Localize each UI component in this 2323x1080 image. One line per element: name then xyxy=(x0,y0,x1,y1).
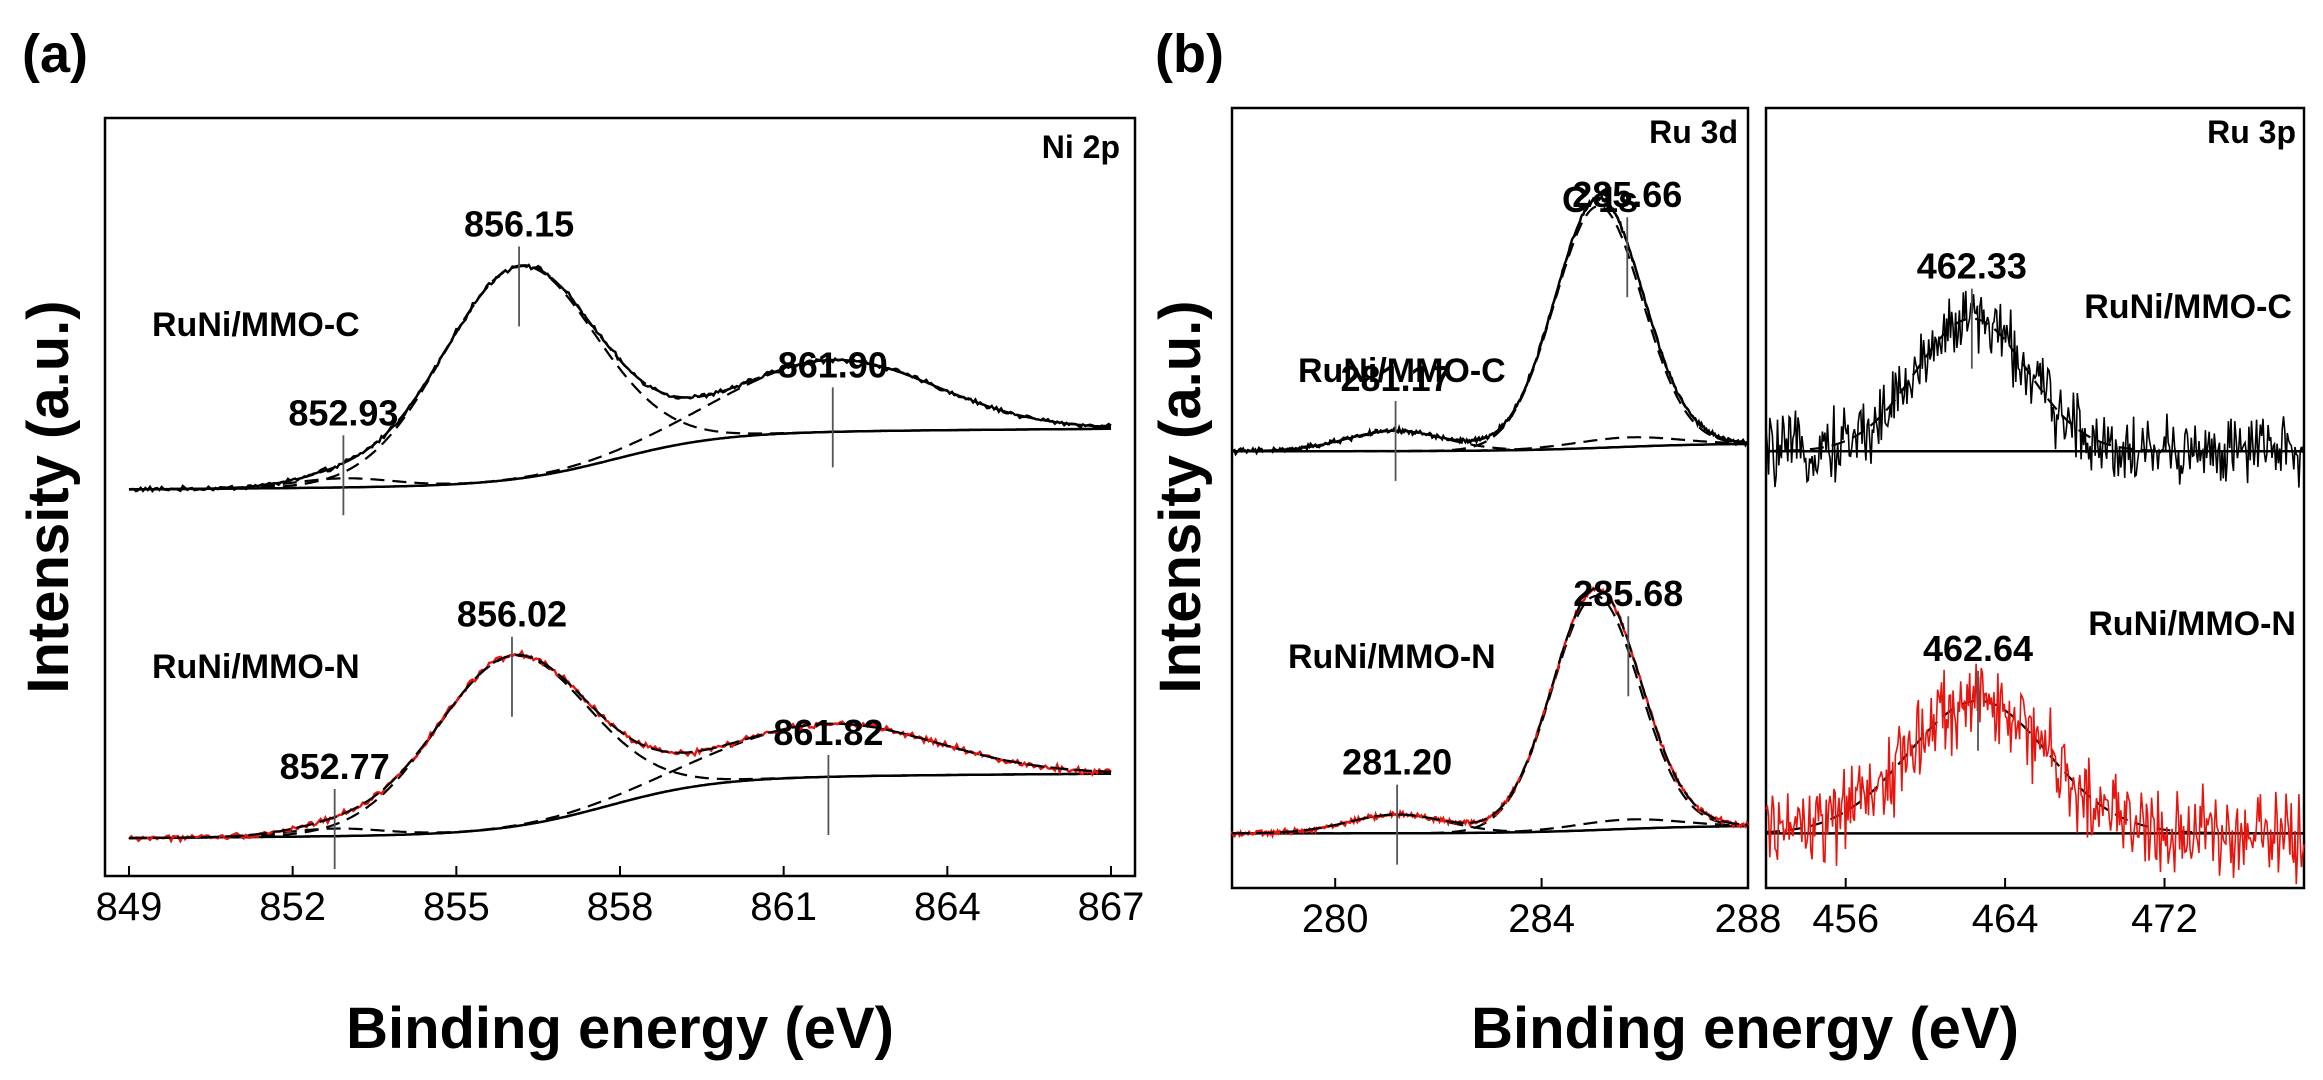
sample-label-c-n: RuNi/MMO-N xyxy=(2088,605,2296,643)
plot-area-b: 280 284 288 281.17 285.66 281.20 285.68 xyxy=(1230,174,1782,941)
annotation-c1s: C 1s xyxy=(1562,179,1638,220)
experimental-RuNi/MMO-N xyxy=(1765,663,2305,885)
x-tick-label: 864 xyxy=(914,885,981,929)
x-tick-label: 456 xyxy=(1812,897,1879,941)
peak-label: 281.20 xyxy=(1342,742,1452,783)
x-tick-label: 855 xyxy=(423,885,490,929)
peak-label: 852.77 xyxy=(280,746,390,787)
x-axis-title-b: Binding energy (eV) xyxy=(1471,996,2019,1061)
panel-a-ni2p: (a) 849 852 855 858 861 864 867 856.15 861.90 852… xyxy=(16,24,1144,1061)
peak-label: 285.68 xyxy=(1573,573,1683,614)
fit-component-2 xyxy=(129,772,1111,840)
panel-letter-b: (b) xyxy=(1155,24,1224,84)
sample-label-a-c: RuNi/MMO-C xyxy=(152,306,360,344)
experimental-RuNi/MMO-C xyxy=(128,263,1112,493)
fit-component-2 xyxy=(1232,436,1748,453)
sample-label-c-c: RuNi/MMO-C xyxy=(2084,288,2292,326)
fit-component-0 xyxy=(1232,595,1748,835)
peak-label: 281.17 xyxy=(1341,358,1451,399)
panel-letter-a: (a) xyxy=(22,24,88,84)
x-tick-label: 464 xyxy=(1972,897,2039,941)
fit-envelope-RuNi/MMO-N xyxy=(129,653,1112,840)
sample-label-a-n: RuNi/MMO-N xyxy=(152,648,360,686)
x-tick-label: 284 xyxy=(1508,897,1575,941)
fit-component-2 xyxy=(129,427,1111,491)
y-axis-title-b: Intensity (a.u.) xyxy=(1148,300,1213,693)
peak-label: 861.90 xyxy=(778,344,888,385)
panel-title-ru3d: Ru 3d xyxy=(1649,114,1738,150)
x-tick-label: 280 xyxy=(1302,897,1369,941)
experimental-RuNi/MMO-C xyxy=(1231,193,1749,457)
fit-component-1 xyxy=(129,358,1112,491)
fit-envelope-RuNi/MMO-C xyxy=(129,264,1112,491)
peak-label: 852.93 xyxy=(288,392,398,433)
plot-area-a: 849 852 855 858 861 864 867 856.15 861.90 852.93 8… xyxy=(96,203,1145,929)
baseline-RuNi/MMO-C xyxy=(1232,442,1749,453)
plot-frame-c xyxy=(1764,106,2306,890)
panel-b-ru3p: 456 464 472 462.33 462.64 Ru 3p RuNi/MMO-C R… xyxy=(1764,106,2306,941)
peak-label: 462.33 xyxy=(1917,246,2027,287)
peak-label: 856.02 xyxy=(457,594,567,635)
peak-label: 462.64 xyxy=(1923,628,2033,669)
fit-component-0 xyxy=(1232,205,1748,453)
y-axis-title-a: Intensity (a.u.) xyxy=(16,300,81,693)
panel-title-ni2p: Ni 2p xyxy=(1042,129,1120,165)
fit-component-2 xyxy=(1232,818,1748,835)
panel-title-ru3p: Ru 3p xyxy=(2207,114,2296,150)
x-axis-title-a: Binding energy (eV) xyxy=(346,996,894,1061)
x-tick-label: 472 xyxy=(2131,897,2198,941)
x-tick-label: 861 xyxy=(750,885,817,929)
x-tick-label: 858 xyxy=(587,885,654,929)
plot-area-c: 456 464 472 462.33 462.64 xyxy=(1765,246,2305,941)
x-tick-label: 849 xyxy=(96,885,163,929)
fit-component-0 xyxy=(129,265,1111,491)
sample-label-b-c: RuNi/MMO-C xyxy=(1298,352,1506,390)
baseline-RuNi/MMO-C xyxy=(129,427,1111,491)
plot-frame-b xyxy=(1230,106,1750,890)
experimental-RuNi/MMO-C xyxy=(1765,290,2305,488)
peak-label: 856.15 xyxy=(464,203,574,244)
baseline-RuNi/MMO-N xyxy=(1232,824,1748,835)
peak-label: 285.66 xyxy=(1572,174,1682,215)
fit-envelope-RuNi/MMO-N xyxy=(1232,587,1749,835)
x-tick-label: 867 xyxy=(1078,885,1145,929)
baseline-RuNi/MMO-N xyxy=(129,772,1111,840)
fit-envelope-RuNi/MMO-C xyxy=(1232,196,1749,453)
plot-frame-a xyxy=(103,116,1137,878)
x-tick-label: 852 xyxy=(259,885,326,929)
peak-label: 861.82 xyxy=(773,712,883,753)
sample-label-b-n: RuNi/MMO-N xyxy=(1288,638,1496,676)
x-tick-label: 288 xyxy=(1715,897,1782,941)
panel-b-ru3d: (b) 280 284 288 281.17 285.66 281.20 285.68 Ru… xyxy=(1148,24,2019,1061)
experimental-RuNi/MMO-N xyxy=(1230,584,1750,840)
